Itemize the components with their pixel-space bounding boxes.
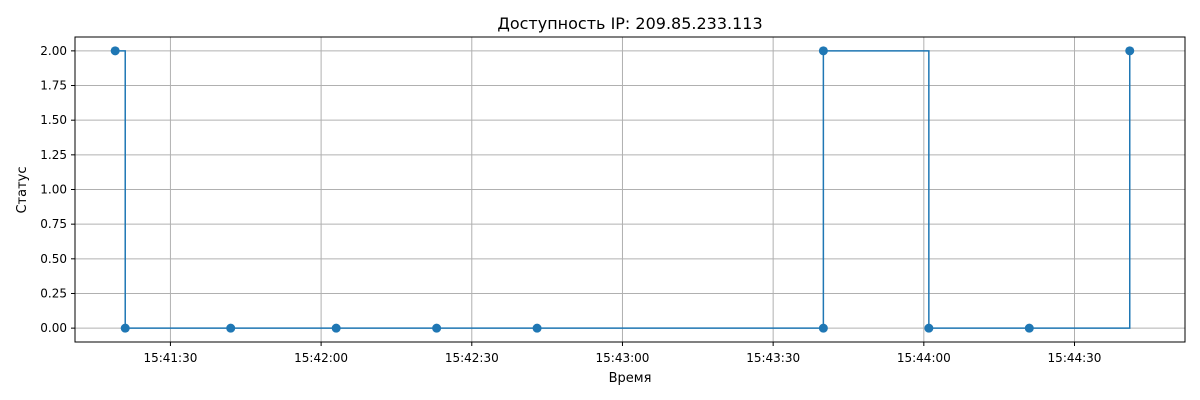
data-point xyxy=(120,323,130,333)
y-tick-label: 0.75 xyxy=(40,217,67,231)
x-tick-label: 15:44:00 xyxy=(897,351,951,365)
data-point xyxy=(1024,323,1034,333)
data-point xyxy=(110,46,120,56)
x-tick-label: 15:41:30 xyxy=(143,351,197,365)
status-step-line xyxy=(115,50,1131,329)
y-tick-label: 0.50 xyxy=(40,252,67,266)
data-point xyxy=(924,323,934,333)
data-point xyxy=(818,46,828,56)
y-tick-label: 2.00 xyxy=(40,44,67,58)
x-tick-label: 15:42:00 xyxy=(294,351,348,365)
data-point xyxy=(532,323,542,333)
x-tick-label: 15:43:30 xyxy=(746,351,800,365)
y-axis-ticks: 0.00 0.25 0.50 0.75 1.00 1.25 1.50 1.75 2.00 xyxy=(40,44,75,335)
y-tick-label: 0.00 xyxy=(40,321,67,335)
y-tick-label: 1.25 xyxy=(40,148,67,162)
y-tick-label: 1.75 xyxy=(40,79,67,93)
data-point xyxy=(226,323,236,333)
x-axis-label: Время xyxy=(609,371,652,386)
x-tick-label: 15:42:30 xyxy=(445,351,499,365)
x-tick-label: 15:43:00 xyxy=(596,351,650,365)
data-point xyxy=(432,323,442,333)
x-tick-label: 15:44:30 xyxy=(1048,351,1102,365)
y-tick-label: 1.50 xyxy=(40,113,67,127)
chart-title: Доступность IP: 209.85.233.113 xyxy=(497,14,762,33)
data-point xyxy=(331,323,341,333)
x-axis-ticks: 15:41:30 15:42:00 15:42:30 15:43:00 15:43:30… xyxy=(143,342,1101,365)
data-point xyxy=(1125,46,1135,56)
grid-lines xyxy=(75,37,1185,342)
data-point xyxy=(818,323,828,333)
y-axis-label: Статус xyxy=(15,166,30,213)
y-tick-label: 0.25 xyxy=(40,286,67,300)
y-tick-label: 1.00 xyxy=(40,183,67,197)
data-series xyxy=(110,46,1135,333)
